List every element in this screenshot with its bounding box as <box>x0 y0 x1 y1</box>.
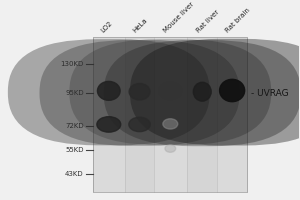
Ellipse shape <box>97 117 121 132</box>
Text: - UVRAG: - UVRAG <box>251 89 289 98</box>
Text: 72KD: 72KD <box>65 123 84 129</box>
FancyBboxPatch shape <box>69 39 271 145</box>
Bar <box>93 37 124 192</box>
Ellipse shape <box>159 82 182 99</box>
Bar <box>154 37 187 192</box>
Text: 130KD: 130KD <box>61 61 84 67</box>
Text: 43KD: 43KD <box>65 171 84 177</box>
FancyBboxPatch shape <box>104 40 300 146</box>
Text: 55KD: 55KD <box>65 147 84 153</box>
Ellipse shape <box>163 119 178 129</box>
FancyBboxPatch shape <box>130 39 300 146</box>
Text: LO2: LO2 <box>100 20 113 34</box>
FancyBboxPatch shape <box>8 39 210 145</box>
Bar <box>93 37 247 192</box>
Text: Mouse liver: Mouse liver <box>162 1 195 34</box>
Ellipse shape <box>129 83 150 100</box>
Ellipse shape <box>98 81 120 100</box>
Bar <box>187 37 217 192</box>
Ellipse shape <box>165 145 176 152</box>
Text: Rat brain: Rat brain <box>225 7 252 34</box>
Text: 95KD: 95KD <box>65 90 84 96</box>
Ellipse shape <box>129 117 150 132</box>
Text: HeLa: HeLa <box>132 17 149 34</box>
Bar <box>217 37 247 192</box>
FancyBboxPatch shape <box>93 37 247 192</box>
FancyBboxPatch shape <box>40 40 240 146</box>
Ellipse shape <box>220 79 245 102</box>
Bar <box>124 37 154 192</box>
Text: Rat liver: Rat liver <box>195 9 220 34</box>
Ellipse shape <box>193 82 211 101</box>
